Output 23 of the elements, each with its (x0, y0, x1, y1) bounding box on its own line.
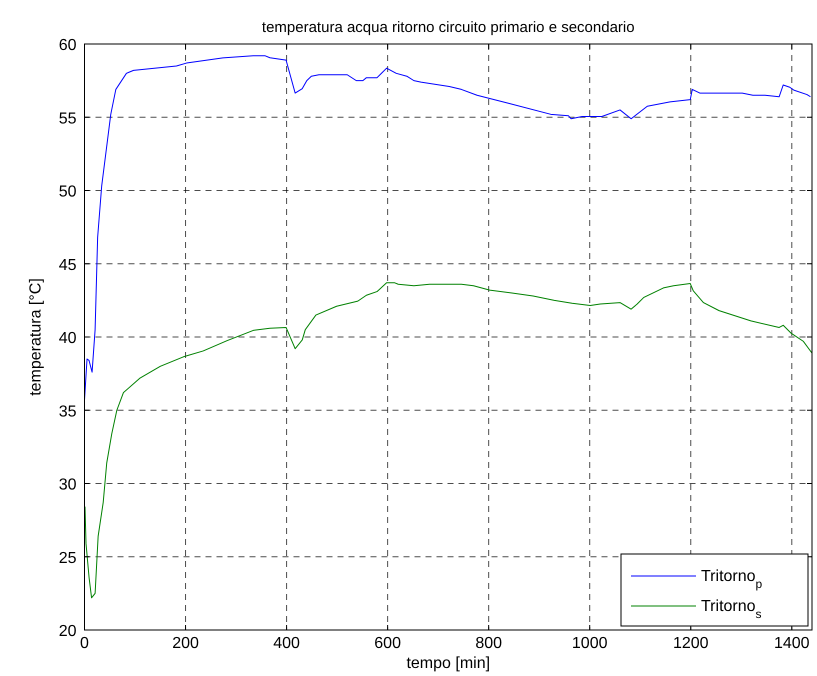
legend-label: Tritorno$_{s}$ (701, 598, 762, 621)
y-tick-label: 50 (58, 184, 77, 200)
x-tick-label: 1200 (672, 635, 709, 652)
y-axis-title: temperatura [°C] (28, 278, 44, 396)
legend-label: Tritorno$_{p}$ (701, 568, 763, 591)
x-axis-title: tempo [min] (406, 655, 490, 672)
line-series (84, 282, 812, 598)
x-tick-label: 600 (374, 635, 402, 652)
y-tick-label: 60 (58, 37, 77, 54)
y-tick-label: 25 (58, 550, 77, 567)
y-tick-label: 55 (58, 110, 77, 128)
y-tick-label: 45 (58, 256, 77, 274)
x-tick-label: 800 (475, 635, 502, 652)
y-tick-label: 30 (58, 476, 77, 494)
y-tick-label: 20 (58, 623, 77, 640)
x-tick-label: 1400 (774, 635, 810, 652)
x-tick-label: 400 (273, 635, 300, 652)
y-tick-label: 35 (58, 403, 77, 420)
y-tick-label: 40 (58, 330, 77, 347)
chart-title: temperatura acqua ritorno circuito primario e secondario (262, 19, 635, 36)
x-tick-label: 0 (80, 635, 90, 652)
x-tick-label: 1000 (572, 635, 608, 652)
x-tick-label: 200 (172, 635, 199, 652)
